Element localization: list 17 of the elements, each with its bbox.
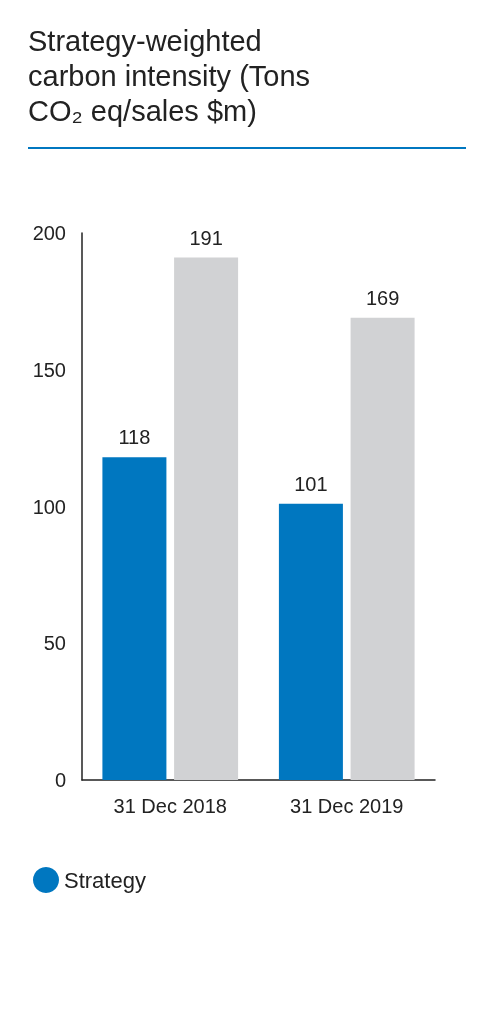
bar xyxy=(102,457,167,780)
chart-title: Strategy-weighted carbon intensity (Tons CO₂ eq/sales $m) xyxy=(28,24,312,129)
data-label: 191 xyxy=(189,226,223,249)
y-tick-label: 150 xyxy=(32,358,66,381)
bar xyxy=(350,317,415,780)
x-tick-label: 31 Dec 2018 xyxy=(113,795,227,817)
bar xyxy=(174,257,239,780)
legend-label: Strategy xyxy=(64,867,146,893)
y-tick-label: 200 xyxy=(32,222,66,244)
bar xyxy=(278,503,343,780)
x-tick-label: 31 Dec 2019 xyxy=(290,795,404,817)
data-label: 101 xyxy=(294,472,328,495)
y-tick-label: 100 xyxy=(32,495,66,518)
data-label: 118 xyxy=(118,426,151,449)
y-tick-label: 50 xyxy=(43,632,66,655)
y-tick-label: 0 xyxy=(54,769,66,791)
data-label: 169 xyxy=(365,286,400,309)
